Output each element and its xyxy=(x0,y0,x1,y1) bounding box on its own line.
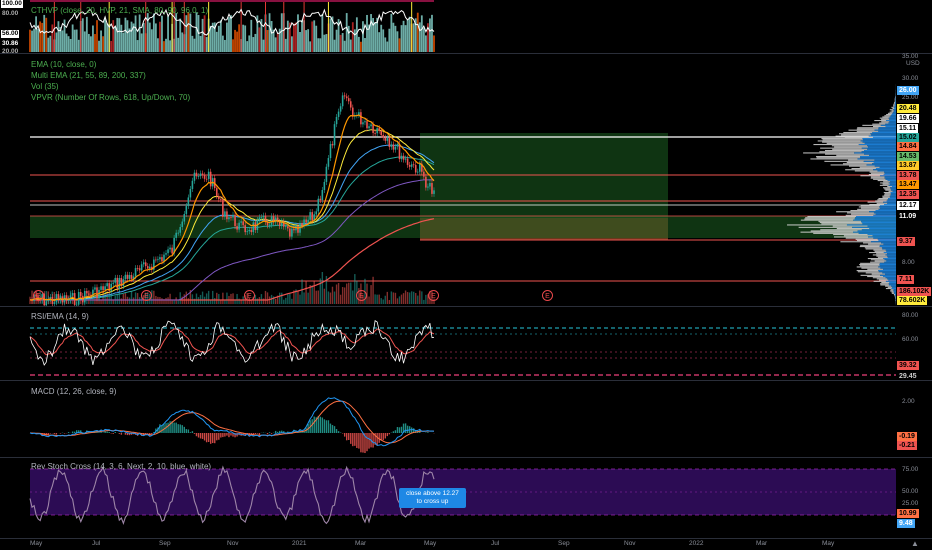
time-tick: Nov xyxy=(227,540,239,547)
price-tag: 13.47 xyxy=(897,180,919,189)
price-tag: 20.48 xyxy=(897,104,919,113)
callout-line-2: to cross up xyxy=(416,498,449,505)
rsi-chart xyxy=(29,320,896,376)
pane-divider[interactable] xyxy=(0,457,932,458)
time-tick: May xyxy=(822,540,835,547)
price-tick-35: 35.00 xyxy=(902,53,919,60)
cthvp-legend: CTHVP (close, 20, HVP, 21, SMA, 80, 90, … xyxy=(31,6,209,15)
macd-tick-2: 2.00 xyxy=(902,398,915,405)
price-tag: 26.00 xyxy=(897,86,919,95)
earnings-marker[interactable]: E xyxy=(141,290,152,301)
stoch-legend: Rev Stoch Cross (14, 3, 6, Next, 2, 10, … xyxy=(31,462,212,471)
time-tick: Sep xyxy=(159,540,171,547)
price-tag: 14.84 xyxy=(897,142,919,151)
price-tag: 13.87 xyxy=(897,161,919,170)
rsi-tick-80: 80.00 xyxy=(902,312,919,319)
time-tick: Mar xyxy=(355,540,367,547)
stoch-tick-75: 75.00 xyxy=(902,466,919,473)
cthvp-tick-30: 30.86 xyxy=(1,40,20,48)
macd-pane[interactable] xyxy=(0,381,932,457)
macd-signal-tag: -0.19 xyxy=(897,432,917,441)
price-legend-ema: EMA (10, close, 0) xyxy=(31,60,97,69)
price-tag: 186.102K xyxy=(897,287,932,296)
earnings-marker[interactable]: E xyxy=(244,290,255,301)
stoch-tick-50: 50.00 xyxy=(902,488,919,495)
price-tick-30: 30.00 xyxy=(902,75,919,82)
earnings-marker[interactable]: E xyxy=(33,290,44,301)
rsi-legend: RSI/EMA (14, 9) xyxy=(31,312,89,321)
time-tick: May xyxy=(30,540,43,547)
rsi-ema-tag: 29.45 xyxy=(897,372,919,381)
pane-divider[interactable] xyxy=(0,53,932,54)
time-tick: 2022 xyxy=(689,540,704,547)
rsi-value-tag: 39.32 xyxy=(897,361,919,370)
earnings-marker[interactable]: E xyxy=(542,290,553,301)
price-tick-25: 25.00 xyxy=(902,94,919,101)
cthvp-tick-20: 20.00 xyxy=(1,48,20,56)
earnings-marker[interactable]: E xyxy=(356,290,367,301)
price-legend-multi-ema: Multi EMA (21, 55, 89, 200, 337) xyxy=(31,71,146,80)
rsi-pane[interactable] xyxy=(0,307,932,380)
price-legend-vpvr: VPVR (Number Of Rows, 618, Up/Down, 70) xyxy=(31,93,191,102)
price-tag: 19.66 xyxy=(897,114,919,123)
price-tag: 12.17 xyxy=(897,201,919,210)
cross-alert-callout[interactable]: close above 12.27 to cross up xyxy=(399,488,466,508)
price-tick-8: 8.00 xyxy=(902,259,915,266)
pane-divider[interactable] xyxy=(0,306,932,307)
macd-hist-tag: -0.21 xyxy=(897,441,917,450)
price-tag: 12.35 xyxy=(897,190,919,199)
time-tick: Nov xyxy=(624,540,636,547)
tradingview-logo-icon[interactable]: ▲ xyxy=(911,539,919,548)
stoch-tick-25: 25.00 xyxy=(902,500,919,507)
pane-divider[interactable] xyxy=(0,380,932,381)
time-tick: Jul xyxy=(92,540,101,547)
cthvp-chart xyxy=(29,0,435,53)
price-tag: 13.78 xyxy=(897,171,919,180)
rsi-tick-60: 60.00 xyxy=(902,336,919,343)
stoch-value-tag: 10.99 xyxy=(897,509,919,518)
price-tag: 15.02 xyxy=(897,133,919,142)
price-tag: 9.37 xyxy=(897,237,915,246)
macd-legend: MACD (12, 26, close, 9) xyxy=(31,387,117,396)
currency-label: USD xyxy=(906,60,920,67)
time-tick: 2021 xyxy=(292,540,307,547)
macd-chart xyxy=(29,397,435,454)
cthvp-tick-80: 80.00 xyxy=(1,10,20,18)
time-axis-divider xyxy=(0,538,932,539)
stoch-chart xyxy=(29,465,896,525)
price-legend-vol: Vol (35) xyxy=(31,82,59,91)
time-tick: Jul xyxy=(491,540,500,547)
cthvp-tick-56: 56.00 xyxy=(1,30,20,38)
price-chart xyxy=(29,84,896,306)
time-tick: May xyxy=(424,540,437,547)
cthvp-tick-100: 100.00 xyxy=(1,0,23,8)
earnings-marker[interactable]: E xyxy=(428,290,439,301)
price-tag: 14.53 xyxy=(897,152,919,161)
callout-line-1: close above 12.27 xyxy=(406,490,459,497)
price-tag: 11.09 xyxy=(897,212,919,221)
price-tag: 15.11 xyxy=(897,124,919,133)
time-tick: Mar xyxy=(756,540,768,547)
time-tick: Sep xyxy=(558,540,570,547)
stoch-signal-tag: 9.48 xyxy=(897,519,915,528)
price-tag: 78.602K xyxy=(897,296,928,305)
price-tag: 7.11 xyxy=(897,275,915,284)
